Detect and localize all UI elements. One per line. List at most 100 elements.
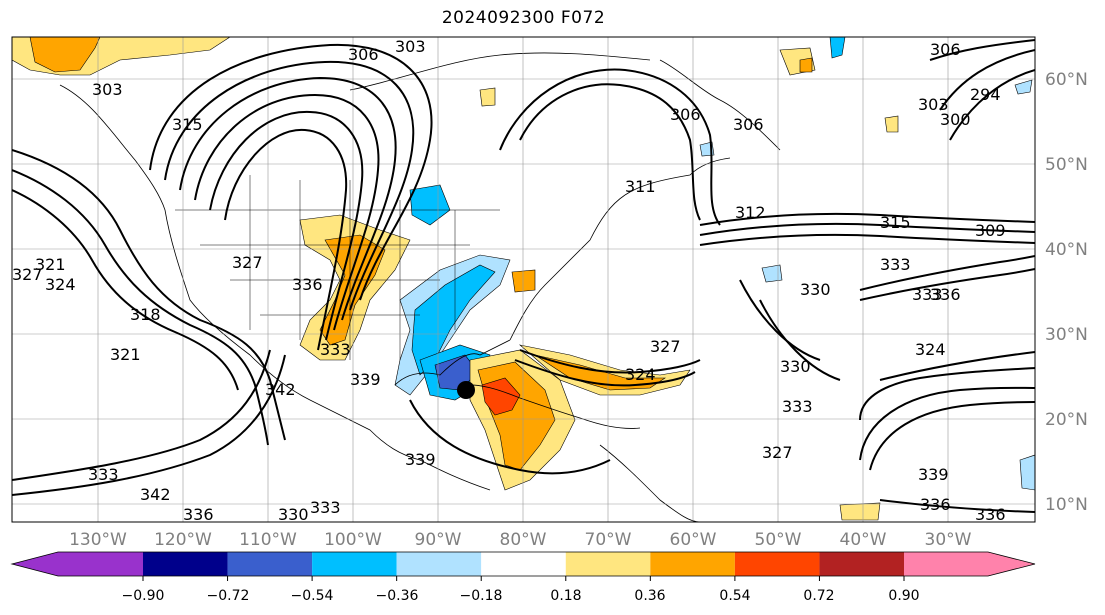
contour-label: 339 (405, 450, 436, 469)
contour-label: 306 (670, 105, 701, 124)
coastlines (59, 52, 781, 522)
colorbar-segment (58, 552, 143, 576)
contour-label: 339 (350, 370, 381, 389)
contour-label: 321 (35, 255, 66, 274)
shade-patch-4 (1014, 79, 1033, 95)
lon-label: 80°W (500, 530, 547, 550)
contour-label: 330 (780, 357, 811, 376)
colorbar-over-extend (988, 552, 1035, 576)
contour-label: 336 (292, 275, 323, 294)
contour-label: 300 (940, 110, 971, 129)
contour-label: 336 (975, 505, 1006, 524)
colorbar-segment (396, 552, 482, 576)
map-title: 2024092300 F072 (441, 8, 606, 28)
colorbar-tick: 0.90 (888, 588, 919, 604)
colorbar-tick: 0.18 (550, 588, 581, 604)
contour-label: 330 (278, 505, 309, 524)
theta-contours (12, 39, 1035, 513)
colorbar-ticks: −0.90 −0.72 −0.54 −0.36 −0.18 0.18 0.36 … (122, 588, 920, 604)
contour-label: 318 (130, 305, 161, 324)
contour-label: 327 (762, 443, 793, 462)
contour-label: 303 (395, 37, 426, 56)
contour-label: 309 (975, 221, 1006, 240)
shade-blue-great-lakes (409, 184, 451, 226)
contour-label: 333 (880, 255, 911, 274)
colorbar-segment (312, 552, 397, 576)
contour-label: 311 (625, 177, 656, 196)
tropical-cyclone-marker (457, 381, 475, 399)
contour-label: 327 (12, 265, 43, 284)
lon-label: 110°W (239, 530, 297, 550)
contour-label: 306 (348, 45, 379, 64)
colorbar-segment (819, 552, 904, 576)
colorbar-tick: 0.36 (634, 588, 665, 604)
contour-label: 336 (920, 495, 951, 514)
contour-label: 333 (310, 498, 341, 517)
contour-label: 315 (880, 213, 911, 232)
colorbar-under-extend (12, 552, 58, 576)
lat-label: 50°N (1045, 155, 1088, 175)
colorbar-segment (227, 552, 313, 576)
shade-red-caribbean (481, 377, 521, 416)
contour-label: 342 (265, 380, 296, 399)
contour-label: 324 (915, 340, 946, 359)
contour-label: 303 (918, 95, 949, 114)
colorbar-segment (734, 552, 820, 576)
plot-frame (11, 36, 1036, 523)
contour-label: 312 (735, 203, 766, 222)
colorbar-segment (650, 552, 735, 576)
latitude-labels: 60°N 50°N 40°N 30°N 20°N 10°N (1045, 70, 1088, 515)
shade-patch-6 (761, 264, 783, 283)
contour-label: 333 (912, 285, 943, 304)
colorbar-tick: −0.72 (207, 588, 250, 604)
colorbar (10, 551, 1036, 581)
colorbar-segment (565, 552, 651, 576)
colorbar-segment (904, 552, 988, 576)
contour-label: 327 (650, 337, 681, 356)
lon-label: 100°W (324, 530, 382, 550)
shade-patch-3 (799, 57, 813, 73)
shade-orange-nw (29, 37, 101, 73)
contour-label: 321 (110, 345, 141, 364)
longitude-labels: 130°W 120°W 110°W 100°W 90°W 80°W 70°W 6… (69, 530, 972, 550)
contour-label: 294 (970, 85, 1001, 104)
shade-patch-8 (1019, 454, 1035, 491)
lon-label: 120°W (154, 530, 212, 550)
contour-label: 336 (930, 285, 961, 304)
contour-labels: 303 306 303 315 306 306 303 300 294 306 … (12, 37, 1006, 524)
contour-label: 306 (930, 40, 961, 59)
contour-label: 333 (782, 397, 813, 416)
lon-label: 60°W (670, 530, 717, 550)
contour-label: 324 (625, 365, 656, 384)
contour-label: 339 (918, 465, 949, 484)
colorbar-tick: 0.72 (803, 588, 834, 604)
lat-label: 30°N (1045, 325, 1088, 345)
colorbar-tick: −0.90 (122, 588, 165, 604)
contour-label: 333 (88, 465, 119, 484)
colorbar-segment (481, 552, 566, 576)
contour-label: 327 (232, 253, 263, 272)
contour-label: 303 (92, 80, 123, 99)
lat-label: 60°N (1045, 70, 1088, 90)
shade-patch-7 (839, 502, 881, 521)
shade-blue-central (411, 264, 496, 376)
lon-label: 40°W (840, 530, 887, 550)
contour-label: 315 (172, 115, 203, 134)
lon-label: 30°W (925, 530, 972, 550)
lat-label: 10°N (1045, 495, 1088, 515)
colorbar-tick: −0.18 (460, 588, 503, 604)
state-borders (175, 175, 500, 360)
lat-label: 40°N (1045, 240, 1088, 260)
lat-label: 20°N (1045, 410, 1088, 430)
colorbar-tick: −0.36 (376, 588, 419, 604)
colorbar-segment (143, 552, 228, 576)
colorbar-tick: −0.54 (291, 588, 334, 604)
contour-label: 324 (45, 275, 76, 294)
lon-label: 130°W (69, 530, 127, 550)
shade-patch-10 (884, 115, 899, 133)
contour-label: 330 (800, 280, 831, 299)
contour-label: 336 (183, 505, 214, 524)
colorbar-tick: 0.54 (719, 588, 750, 604)
contour-label: 333 (320, 340, 351, 359)
